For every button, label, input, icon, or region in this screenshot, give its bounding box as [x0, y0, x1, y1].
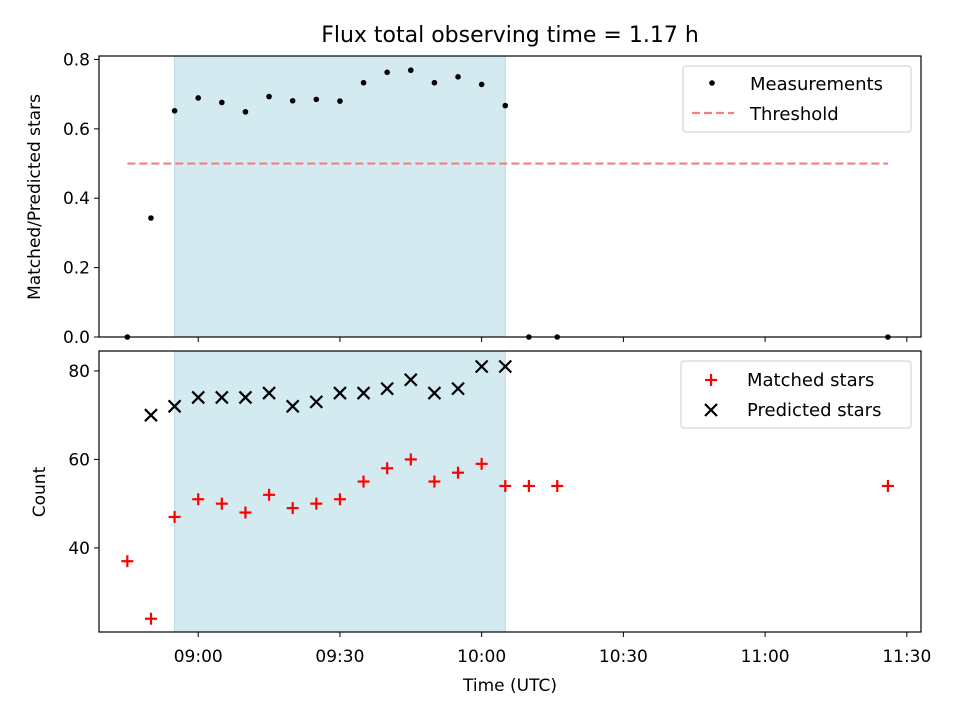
matched-stars-point: [121, 555, 134, 568]
bot-observing-window: [174, 350, 506, 633]
bottom-ylabel: Count: [30, 466, 50, 517]
measurement-point: [171, 108, 178, 114]
y-tick-label: 40: [68, 539, 90, 559]
matched-stars-point: [522, 479, 535, 492]
legend-predicted-label: Predicted stars: [747, 400, 881, 421]
matched-stars-point: [357, 475, 370, 488]
matched-stars-point: [333, 493, 346, 506]
matched-stars-point: [286, 502, 299, 515]
predicted-stars-point: [309, 395, 324, 409]
matched-stars-point: [192, 493, 205, 506]
predicted-stars-point: [262, 386, 276, 400]
measurement-point: [455, 74, 461, 80]
matched-stars-point: [428, 475, 441, 488]
y-tick-label: 0.4: [63, 189, 90, 209]
matched-stars-point: [263, 488, 276, 501]
x-axis-label: Time (UTC): [462, 676, 557, 696]
measurement-point: [360, 79, 367, 86]
predicted-stars-point: [333, 386, 347, 400]
x-tick-label: 10:00: [457, 647, 506, 667]
bottom-axes-frame: [98, 350, 922, 633]
predicted-stars-point: [167, 399, 182, 414]
measurement-point: [407, 67, 414, 74]
matched-stars-point: [215, 497, 228, 510]
y-tick-label: 0.0: [63, 328, 90, 348]
matched-stars-point: [168, 510, 181, 523]
y-tick-label: 0.6: [63, 120, 90, 140]
top-ylabel: Matched/Predicted stars: [25, 94, 45, 300]
measurement-point: [313, 96, 320, 103]
bottom-legend-box: [680, 360, 912, 429]
legend-threshold-label: Threshold: [749, 104, 839, 125]
predicted-stars-point: [474, 359, 489, 374]
bottom-panel: 40 60 80 09:00 09:30 10:00 10:30 11:00 11:30 Co…: [30, 350, 931, 696]
measurement-point: [431, 79, 438, 86]
y-tick-label: 80: [68, 362, 90, 382]
x-tick-label: 10:30: [599, 647, 648, 667]
predicted-stars-point: [404, 372, 418, 387]
predicted-stars-point: [356, 386, 371, 400]
x-tick-label: 09:00: [174, 647, 223, 667]
measurement-point: [502, 102, 509, 109]
chart-title: Flux total observing time = 1.17 h: [321, 23, 699, 48]
top-legend-box: [682, 65, 912, 133]
matched-stars-point: [310, 497, 323, 510]
legend-measurements-marker: [709, 80, 715, 86]
measurement-point: [242, 109, 249, 115]
measurement-point: [384, 69, 390, 76]
top-observing-window: [174, 55, 506, 338]
y-tick-label: 60: [68, 450, 90, 470]
predicted-stars-point: [215, 390, 229, 405]
y-tick-label: 0.8: [63, 50, 90, 70]
measurement-point: [266, 93, 272, 100]
predicted-stars-point: [498, 359, 513, 374]
legend-matched-label: Matched stars: [747, 370, 874, 391]
matched-stars-point: [452, 466, 465, 479]
top-legend: Measurements Threshold: [682, 65, 912, 133]
matched-stars-point: [404, 453, 417, 466]
matched-stars-point: [551, 479, 564, 492]
measurement-point: [478, 81, 485, 88]
measurement-point: [219, 99, 225, 106]
matched-stars-point: [381, 462, 394, 475]
matched-stars-point: [144, 612, 157, 625]
x-tick-label: 09:30: [315, 647, 364, 667]
x-tick-label: 11:00: [741, 647, 790, 667]
predicted-stars-point: [427, 386, 442, 400]
legend-measurements-label: Measurements: [750, 74, 883, 95]
predicted-stars-point: [380, 381, 394, 396]
matched-stars-point: [499, 479, 512, 492]
top-axes-frame: [98, 55, 922, 338]
measurement-point: [289, 97, 296, 104]
y-tick-label: 0.2: [63, 259, 90, 279]
measurement-point: [337, 98, 343, 104]
legend-predicted-marker: [704, 403, 718, 417]
legend-matched-marker: [705, 374, 717, 386]
matched-stars-point: [881, 479, 894, 492]
predicted-stars-point: [144, 408, 158, 422]
top-panel: 0.00.20.40.60.8 Matched/Predicted stars …: [25, 50, 922, 348]
measurement-point: [148, 215, 154, 221]
x-tick-label: 11:30: [882, 647, 931, 667]
predicted-stars-point: [191, 390, 205, 405]
matched-stars-point: [475, 457, 488, 470]
predicted-stars-point: [451, 381, 465, 396]
matched-stars-point: [239, 506, 252, 519]
predicted-stars-point: [285, 399, 300, 414]
predicted-stars-point: [238, 390, 253, 405]
bottom-legend: Matched stars Predicted stars: [680, 360, 912, 429]
measurement-point: [195, 95, 202, 101]
